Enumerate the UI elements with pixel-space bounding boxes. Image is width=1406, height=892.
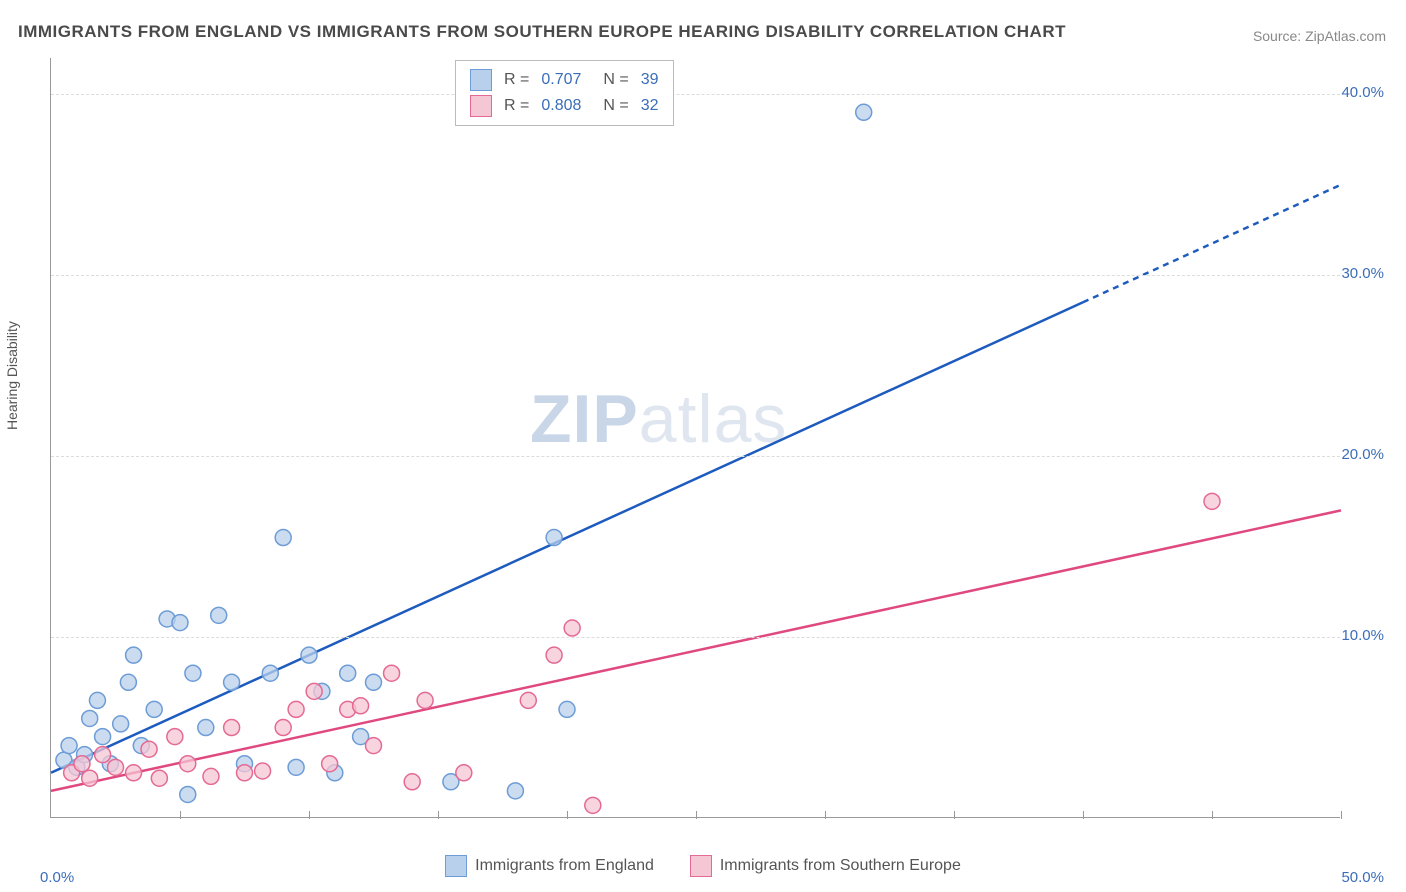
- data-point: [262, 665, 278, 681]
- x-tick: [696, 811, 697, 819]
- legend-swatch: [445, 855, 467, 877]
- data-point: [237, 765, 253, 781]
- y-tick-label: 20.0%: [1341, 446, 1384, 463]
- y-axis-label: Hearing Disability: [4, 321, 20, 430]
- data-point: [546, 530, 562, 546]
- r-label: R =: [504, 67, 529, 93]
- data-point: [507, 783, 523, 799]
- trend-line: [51, 510, 1341, 790]
- data-point: [211, 607, 227, 623]
- r-value: 0.808: [541, 93, 581, 119]
- data-point: [288, 759, 304, 775]
- gridline: [51, 275, 1340, 276]
- x-tick: [309, 811, 310, 819]
- n-label: N =: [603, 93, 628, 119]
- data-point: [180, 786, 196, 802]
- n-label: N =: [603, 67, 628, 93]
- x-tick: [1083, 811, 1084, 819]
- data-point: [1204, 493, 1220, 509]
- x-tick: [954, 811, 955, 819]
- data-point: [559, 701, 575, 717]
- data-point: [224, 720, 240, 736]
- n-value: 32: [641, 93, 659, 119]
- data-point: [203, 768, 219, 784]
- x-tick: [1212, 811, 1213, 819]
- data-point: [275, 530, 291, 546]
- y-tick-label: 40.0%: [1341, 84, 1384, 101]
- n-value: 39: [641, 67, 659, 93]
- data-point: [126, 647, 142, 663]
- data-point: [456, 765, 472, 781]
- data-point: [546, 647, 562, 663]
- data-point: [306, 683, 322, 699]
- data-point: [89, 692, 105, 708]
- y-tick-label: 30.0%: [1341, 265, 1384, 282]
- data-point: [340, 665, 356, 681]
- data-point: [108, 759, 124, 775]
- plot-area: [50, 58, 1340, 818]
- y-tick-label: 10.0%: [1341, 627, 1384, 644]
- data-point: [520, 692, 536, 708]
- r-value: 0.707: [541, 67, 581, 93]
- data-point: [417, 692, 433, 708]
- x-tick: [1341, 811, 1342, 819]
- gridline: [51, 456, 1340, 457]
- x-tick: [180, 811, 181, 819]
- legend-item: Immigrants from England: [445, 855, 654, 877]
- x-tick: [438, 811, 439, 819]
- data-point: [288, 701, 304, 717]
- data-point: [366, 674, 382, 690]
- trend-line-dashed: [1083, 185, 1341, 303]
- data-point: [185, 665, 201, 681]
- legend-series: Immigrants from England Immigrants from S…: [0, 855, 1406, 882]
- legend-swatch: [690, 855, 712, 877]
- data-point: [167, 729, 183, 745]
- data-point: [126, 765, 142, 781]
- data-point: [141, 741, 157, 757]
- data-point: [353, 698, 369, 714]
- data-point: [404, 774, 420, 790]
- data-point: [120, 674, 136, 690]
- r-label: R =: [504, 93, 529, 119]
- data-point: [146, 701, 162, 717]
- data-point: [61, 738, 77, 754]
- data-point: [384, 665, 400, 681]
- x-tick: [567, 811, 568, 819]
- data-point: [113, 716, 129, 732]
- legend-label: Immigrants from Southern Europe: [720, 857, 961, 875]
- legend-label: Immigrants from England: [475, 857, 654, 875]
- data-point: [275, 720, 291, 736]
- data-point: [151, 770, 167, 786]
- data-point: [301, 647, 317, 663]
- legend-item: Immigrants from Southern Europe: [690, 855, 961, 877]
- legend-swatch: [470, 95, 492, 117]
- data-point: [224, 674, 240, 690]
- legend-swatch: [470, 69, 492, 91]
- chart-title: IMMIGRANTS FROM ENGLAND VS IMMIGRANTS FR…: [18, 22, 1066, 42]
- legend-row: R = 0.808 N = 32: [470, 93, 659, 119]
- gridline: [51, 637, 1340, 638]
- source-label: Source: ZipAtlas.com: [1253, 28, 1386, 44]
- data-point: [74, 756, 90, 772]
- data-point: [856, 104, 872, 120]
- data-point: [366, 738, 382, 754]
- data-point: [82, 710, 98, 726]
- data-point: [198, 720, 214, 736]
- chart-svg: [51, 58, 1340, 817]
- legend-correlation: R = 0.707 N = 39 R = 0.808 N = 32: [455, 60, 674, 126]
- data-point: [95, 729, 111, 745]
- x-tick: [825, 811, 826, 819]
- data-point: [82, 770, 98, 786]
- data-point: [255, 763, 271, 779]
- legend-row: R = 0.707 N = 39: [470, 67, 659, 93]
- data-point: [564, 620, 580, 636]
- data-point: [172, 615, 188, 631]
- data-point: [585, 797, 601, 813]
- data-point: [180, 756, 196, 772]
- data-point: [95, 747, 111, 763]
- data-point: [322, 756, 338, 772]
- gridline: [51, 94, 1340, 95]
